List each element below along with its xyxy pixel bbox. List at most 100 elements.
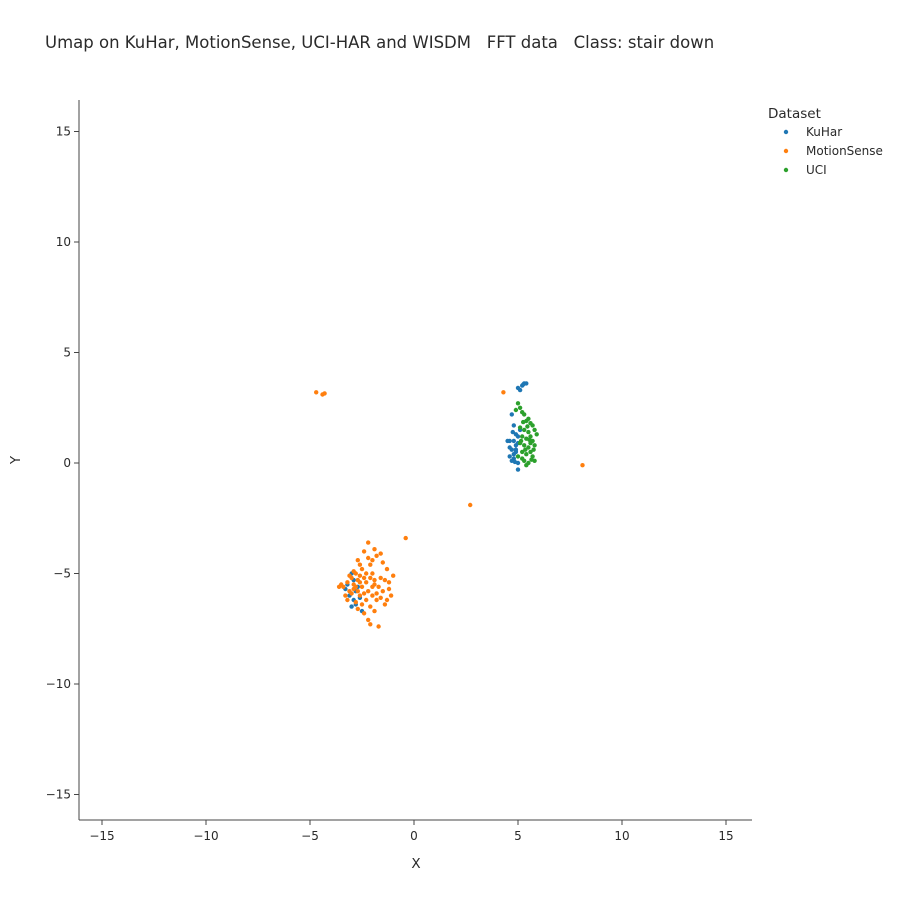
y-tick-label: −15: [46, 788, 71, 802]
points-layer: [314, 381, 585, 629]
data-point-motionsense-8: [372, 547, 377, 552]
data-point-uci-39: [527, 437, 532, 442]
data-point-motionsense-12: [384, 566, 390, 572]
data-point-motionsense-41: [343, 593, 348, 598]
data-point-motionsense-28: [364, 580, 369, 585]
data-point-kuhar-17: [515, 434, 521, 439]
data-point-uci-37: [531, 447, 536, 452]
data-point-motionsense-3: [501, 390, 506, 395]
data-point-motionsense-56: [384, 597, 390, 603]
data-point-uci-3: [522, 412, 527, 417]
x-tick-label: 0: [410, 829, 418, 843]
data-point-motionsense-65: [361, 591, 367, 596]
data-point-kuhar-25: [513, 447, 519, 452]
axes: [78, 100, 752, 821]
data-point-uci-31: [520, 456, 525, 461]
data-point-kuhar-27: [512, 459, 518, 465]
data-point-motionsense-31: [374, 591, 379, 596]
data-point-uci-22: [528, 449, 533, 455]
data-point-uci-10: [526, 429, 531, 435]
data-point-motionsense-39: [353, 600, 358, 605]
legend-marker-uci: [783, 167, 789, 173]
data-point-kuhar-26: [510, 429, 515, 435]
data-point-motionsense-67: [372, 582, 377, 587]
data-point-uci-11: [532, 427, 537, 433]
data-point-uci-33: [525, 424, 530, 429]
data-point-uci-29: [517, 425, 523, 430]
data-point-motionsense-43: [366, 617, 371, 623]
chart-title: Umap on KuHar, MotionSense, UCI-HAR and …: [45, 33, 715, 52]
data-point-motionsense-45: [376, 624, 381, 629]
data-point-motionsense-55: [380, 589, 385, 594]
data-point-uci-32: [534, 432, 539, 437]
y-tick-label: −10: [46, 677, 71, 691]
data-point-motionsense-70: [382, 577, 388, 583]
data-point-kuhar-23: [507, 445, 512, 450]
data-point-kuhar-13: [507, 454, 512, 459]
legend-label-kuhar: KuHar: [806, 125, 842, 139]
data-point-kuhar-34: [349, 604, 354, 609]
data-point-uci-27: [524, 463, 529, 468]
data-point-uci-36: [518, 438, 524, 444]
data-point-motionsense-73: [370, 558, 375, 563]
data-point-motionsense-68: [345, 597, 350, 603]
data-point-uci-4: [513, 407, 519, 413]
y-tick-label: 15: [56, 125, 71, 139]
y-ticks: −15 −10 −5 0 5 10 15: [46, 125, 79, 802]
legend-marker-motionsense: [783, 148, 789, 154]
data-point-uci-1: [517, 405, 523, 410]
data-point-kuhar-21: [511, 452, 516, 457]
data-point-kuhar-18: [505, 438, 510, 444]
data-point-motionsense-29: [366, 589, 371, 594]
data-point-uci-20: [520, 449, 525, 455]
data-point-motionsense-72: [336, 584, 342, 589]
data-point-motionsense-5: [468, 502, 473, 508]
data-point-uci-30: [528, 440, 533, 446]
data-point-kuhar-4: [517, 387, 523, 393]
data-point-uci-34: [523, 447, 528, 452]
legend: Dataset KuHar MotionSense UCI: [768, 106, 883, 177]
data-point-motionsense-47: [361, 575, 367, 581]
data-point-motionsense-35: [374, 597, 379, 603]
data-point-motionsense-54: [376, 584, 381, 589]
data-point-uci-28: [515, 454, 521, 459]
x-tick-label: −15: [89, 829, 114, 843]
data-point-motionsense-33: [388, 593, 394, 598]
legend-label-motionsense: MotionSense: [806, 144, 883, 158]
data-point-motionsense-49: [370, 593, 375, 598]
data-point-motionsense-19: [359, 566, 365, 572]
data-point-motionsense-2: [322, 391, 327, 396]
data-point-uci-0: [515, 401, 521, 406]
data-point-motionsense-38: [357, 593, 363, 598]
data-point-uci-19: [532, 443, 537, 448]
data-point-motionsense-27: [359, 584, 365, 589]
data-point-motionsense-22: [345, 580, 350, 585]
data-point-motionsense-14: [368, 562, 373, 567]
data-point-motionsense-74: [357, 562, 363, 567]
data-point-motionsense-34: [382, 602, 388, 607]
data-point-motionsense-60: [378, 551, 383, 556]
data-point-motionsense-11: [380, 560, 385, 565]
data-point-uci-35: [529, 457, 534, 462]
data-point-motionsense-7: [366, 540, 371, 545]
y-tick-label: −5: [53, 567, 71, 581]
x-tick-label: 10: [614, 829, 629, 843]
legend-title: Dataset: [768, 106, 821, 122]
data-point-motionsense-16: [386, 580, 392, 585]
data-point-kuhar-9: [511, 438, 516, 444]
data-point-motionsense-57: [359, 602, 365, 607]
data-point-motionsense-42: [361, 611, 367, 616]
data-point-kuhar-5: [521, 382, 526, 387]
x-axis-title: X: [411, 856, 420, 872]
data-point-uci-38: [521, 419, 526, 425]
x-tick-label: 5: [514, 829, 522, 843]
data-point-kuhar-6: [509, 412, 514, 417]
data-point-motionsense-10: [361, 549, 367, 554]
data-point-motionsense-59: [366, 555, 371, 561]
data-point-motionsense-71: [386, 586, 392, 592]
y-tick-label: 5: [63, 346, 71, 360]
x-tick-label: −10: [193, 829, 218, 843]
data-point-uci-21: [524, 452, 529, 457]
data-point-uci-12: [520, 434, 525, 439]
data-point-motionsense-63: [364, 571, 369, 576]
